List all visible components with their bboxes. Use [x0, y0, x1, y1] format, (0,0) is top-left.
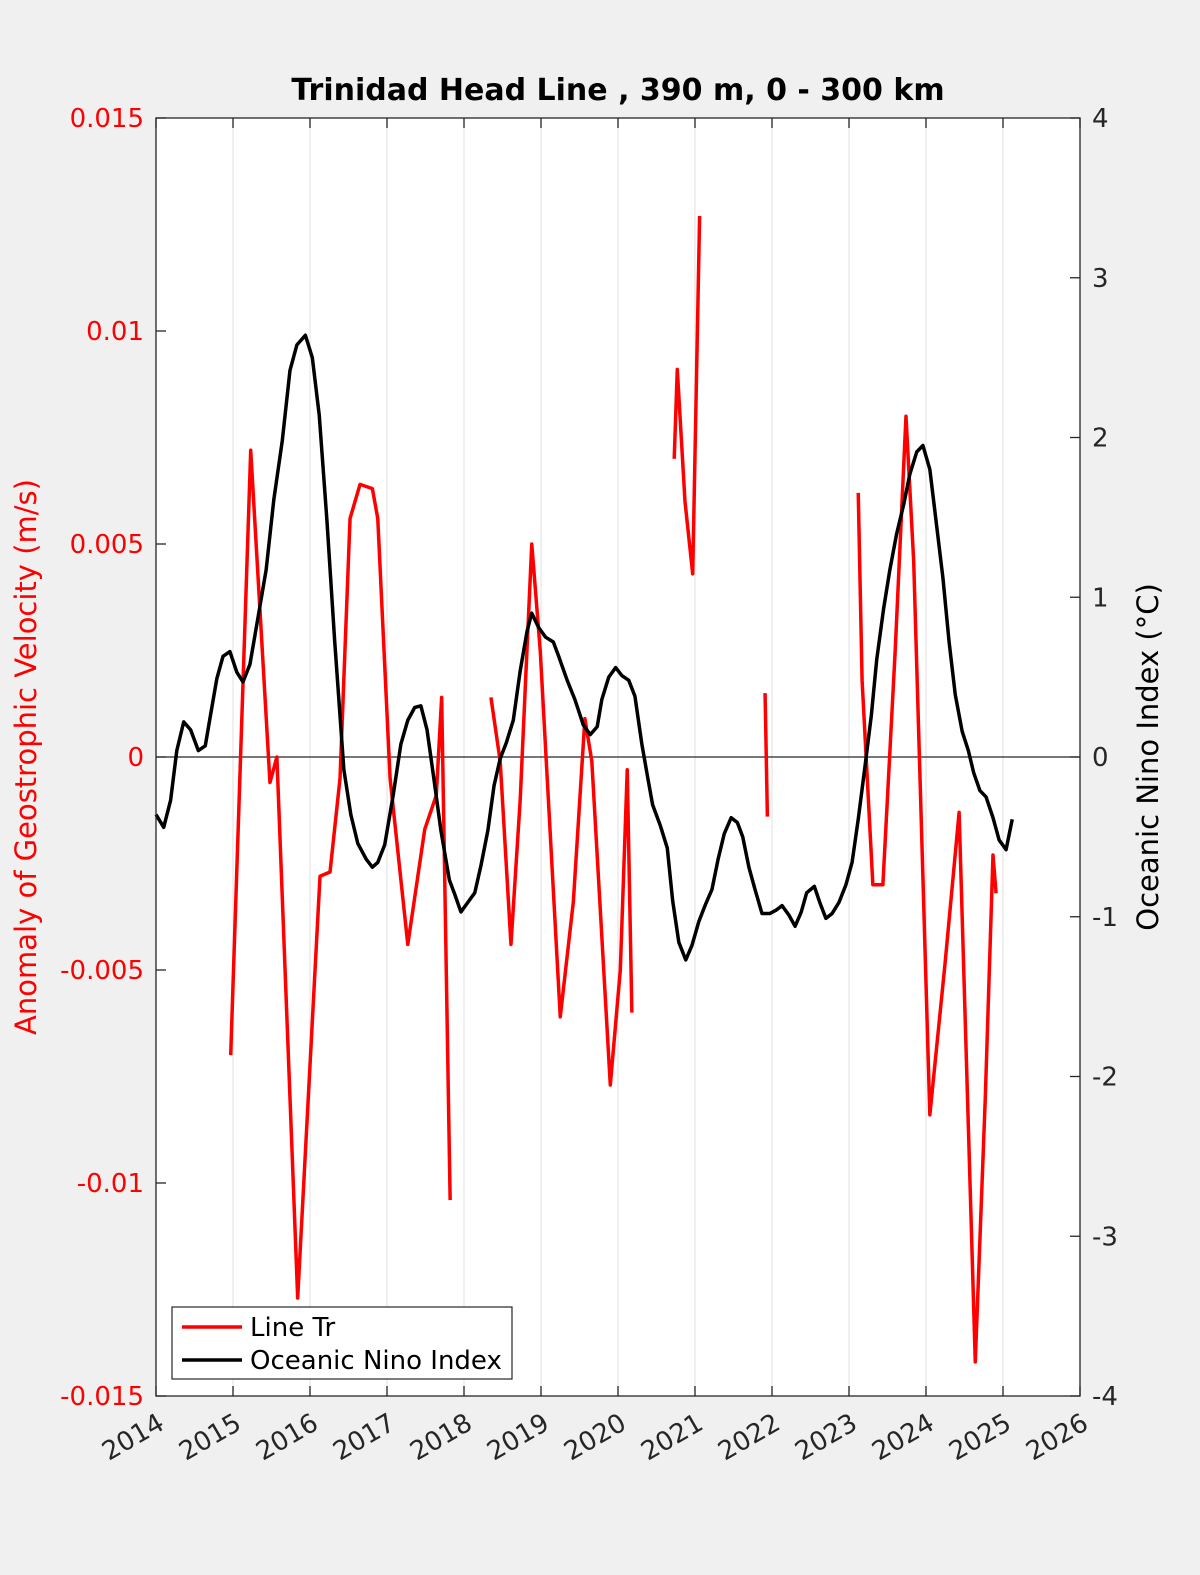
x-tick-label: 2026: [1021, 1408, 1093, 1467]
y2-axis-label: Oceanic Nino Index (°C): [1131, 583, 1165, 931]
y2-tick-label: 4: [1092, 104, 1109, 134]
legend-label: Line Tr: [250, 1313, 336, 1343]
y-tick-label: 0.01: [86, 317, 144, 347]
x-tick-label: 2021: [636, 1408, 708, 1467]
y2-tick-label: -3: [1092, 1222, 1118, 1252]
x-tick-label: 2020: [559, 1408, 631, 1467]
x-tick-label: 2022: [713, 1408, 785, 1467]
x-tick-label: 2017: [328, 1408, 400, 1467]
legend-label: Oceanic Nino Index: [250, 1346, 502, 1376]
y2-tick-label: -1: [1092, 903, 1118, 933]
chart-title: Trinidad Head Line , 390 m, 0 - 300 km: [291, 73, 944, 108]
x-tick-label: 2015: [174, 1408, 246, 1467]
y2-tick-label: 2: [1092, 424, 1109, 454]
x-tick-label: 2024: [867, 1408, 939, 1467]
y-tick-label: -0.01: [77, 1169, 144, 1199]
y-tick-label: -0.015: [60, 1382, 144, 1412]
lines: [154, 215, 1014, 1364]
x-tick-label: 2019: [482, 1408, 554, 1467]
y-tick-label: 0: [127, 743, 144, 773]
y-tick-label: 0.015: [70, 104, 144, 134]
ticks: 2014 2015 2016 2017 2018 2019 2020 2021 2022 2023…: [60, 104, 1118, 1467]
grid: [155, 118, 1081, 1396]
data-line: [154, 333, 1014, 962]
x-tick-label: 2014: [97, 1408, 169, 1467]
x-tick-label: 2016: [251, 1408, 323, 1467]
x-tick-label: 2018: [405, 1408, 477, 1467]
y2-tick-label: -2: [1092, 1063, 1118, 1093]
y2-tick-label: -4: [1092, 1382, 1118, 1412]
x-tick-label: 2023: [790, 1408, 862, 1467]
legend-box: [171, 1306, 513, 1380]
data-line: [228, 215, 998, 1364]
y-tick-label: -0.005: [60, 956, 144, 986]
y-axis-label: Anomaly of Geostrophic Velocity (m/s): [9, 479, 43, 1035]
x-tick-label: 2025: [944, 1408, 1016, 1467]
y2-tick-label: 0: [1092, 743, 1109, 773]
y2-tick-label: 1: [1092, 583, 1109, 613]
y2-tick-label: 3: [1092, 264, 1109, 294]
y-tick-label: 0.005: [70, 530, 144, 560]
